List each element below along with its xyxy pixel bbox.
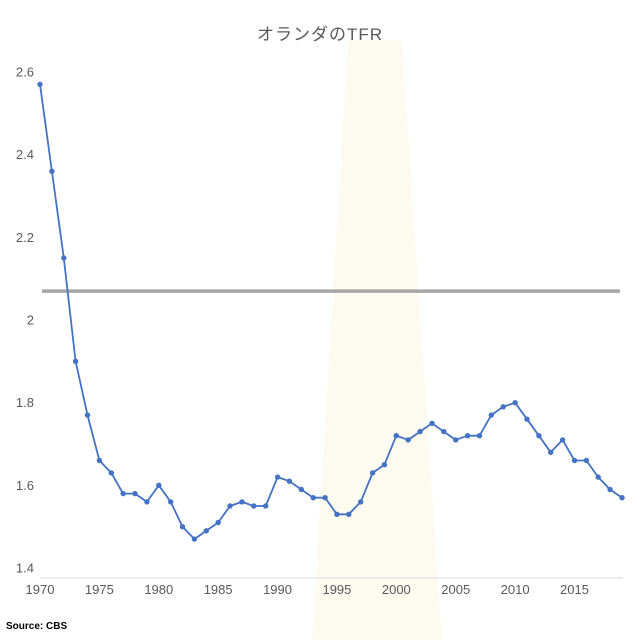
data-point-marker — [144, 499, 150, 505]
data-point-marker — [369, 470, 376, 476]
source-label: Source: CBS — [6, 621, 68, 632]
data-point-marker — [310, 495, 316, 501]
data-point-marker — [358, 499, 364, 505]
data-point-marker — [476, 433, 483, 439]
data-point-marker — [595, 474, 601, 480]
data-point-marker — [548, 449, 554, 455]
chart-title: オランダのTFR — [256, 25, 384, 44]
data-point-marker — [607, 486, 613, 493]
data-point-marker — [583, 457, 590, 464]
data-point-marker — [227, 503, 233, 509]
y-axis-tick-labels: 1.4 1.6 1.8 2 2.2 2.4 2.6 — [16, 65, 34, 576]
data-point-marker — [405, 437, 411, 443]
data-point-marker — [441, 428, 447, 435]
data-point-marker — [334, 511, 340, 517]
data-point-marker — [429, 420, 435, 426]
data-point-marker — [464, 433, 471, 439]
data-point-marker — [536, 433, 542, 439]
data-point-marker — [179, 524, 186, 530]
y-tick-label: 2.2 — [16, 230, 34, 245]
data-point-marker — [191, 536, 198, 542]
data-point-marker — [203, 528, 209, 534]
data-point-marker — [96, 457, 103, 464]
x-tick-label: 1980 — [144, 582, 173, 597]
data-point-marker — [512, 400, 518, 406]
data-point-marker — [524, 416, 530, 422]
data-point-marker — [619, 495, 625, 501]
data-point-marker — [132, 490, 138, 497]
data-point-marker — [156, 482, 162, 488]
y-tick-label: 1.6 — [16, 478, 34, 493]
data-point-marker — [571, 457, 578, 464]
x-tick-label: 1995 — [322, 582, 351, 597]
data-point-marker — [108, 470, 115, 476]
y-tick-label: 2.6 — [16, 65, 34, 80]
data-point-marker — [346, 511, 352, 517]
x-tick-label: 2000 — [382, 582, 411, 597]
data-point-marker — [72, 358, 79, 364]
background-tint-band — [312, 40, 442, 640]
x-tick-label: 1990 — [263, 582, 292, 597]
x-tick-label: 1975 — [85, 582, 114, 597]
x-tick-label: 2015 — [560, 582, 589, 597]
data-point-marker — [298, 486, 304, 493]
y-tick-label: 1.4 — [16, 561, 34, 576]
y-tick-label: 2.4 — [16, 147, 34, 162]
x-tick-label: 1985 — [204, 582, 233, 597]
data-point-marker — [500, 404, 506, 410]
x-tick-label: 2010 — [501, 582, 530, 597]
x-tick-label: 1970 — [26, 582, 55, 597]
data-point-marker — [263, 503, 269, 509]
y-tick-label: 2 — [27, 313, 34, 328]
data-point-marker — [417, 428, 423, 435]
data-point-marker — [61, 255, 67, 261]
x-axis-tick-labels: 1970 1975 1980 1985 1990 1995 2000 2005 2010 2015 — [26, 582, 589, 597]
tfr-series-markers — [37, 81, 625, 542]
data-point-marker — [120, 490, 126, 497]
data-point-marker — [488, 412, 494, 418]
data-point-marker — [453, 437, 459, 443]
data-point-marker — [251, 503, 257, 509]
data-point-marker — [274, 474, 281, 480]
x-tick-label: 2005 — [441, 582, 470, 597]
data-point-marker — [322, 495, 328, 501]
data-point-marker — [84, 412, 91, 418]
data-point-marker — [239, 499, 245, 505]
data-point-marker — [37, 81, 43, 88]
data-point-marker — [286, 478, 293, 484]
data-point-marker — [168, 499, 174, 505]
data-point-marker — [49, 168, 55, 174]
data-point-marker — [559, 437, 566, 443]
data-point-marker — [215, 519, 221, 526]
y-tick-label: 1.8 — [16, 395, 34, 410]
data-point-marker — [393, 433, 399, 439]
data-point-marker — [381, 462, 388, 468]
